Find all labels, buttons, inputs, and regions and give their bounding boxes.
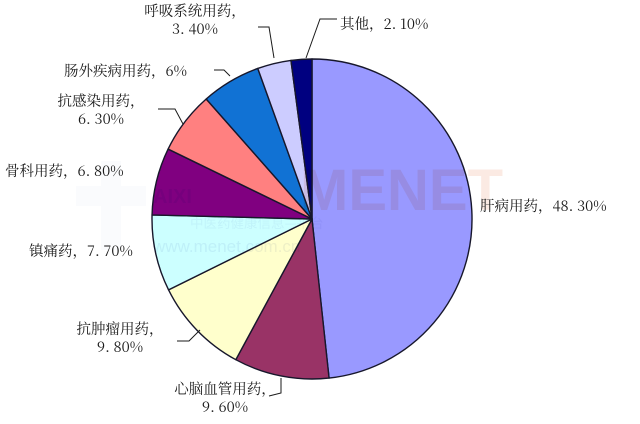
svg-text:中医药健康信息—平台: 中医药健康信息—平台 <box>190 212 324 232</box>
svg-text:AIXI: AIXI <box>153 186 192 208</box>
svg-text:MENET: MENET <box>300 158 503 223</box>
